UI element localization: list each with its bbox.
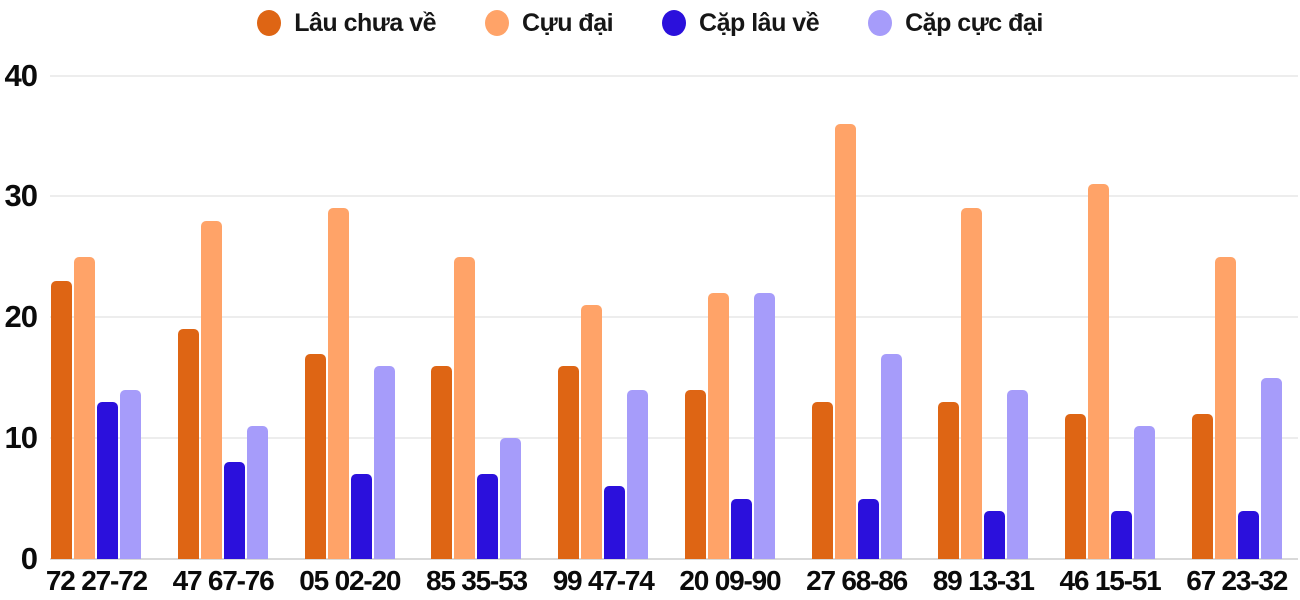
bar-series-2[interactable]: [581, 305, 603, 559]
bar-series-4[interactable]: [500, 438, 522, 559]
legend-marker-icon: [662, 10, 687, 36]
bar-group: [160, 0, 287, 559]
x-axis-label: 72 27-72: [45, 565, 148, 596]
legend-marker-icon: [868, 10, 893, 36]
x-axis-baseline: [50, 558, 1298, 560]
bar-series-2[interactable]: [834, 123, 856, 559]
y-axis-label: 40: [4, 57, 38, 93]
gridline: [50, 195, 1298, 198]
bar-series-1[interactable]: [684, 389, 706, 559]
x-axis-label: 05 02-20: [299, 565, 401, 596]
bar-group: [286, 0, 413, 559]
bar-series-4[interactable]: [1133, 426, 1155, 559]
bar-series-3[interactable]: [984, 510, 1006, 559]
legend-label: Cựu đại: [522, 8, 614, 37]
legend-marker-icon: [485, 10, 510, 36]
bar-series-4[interactable]: [120, 389, 142, 559]
bar-series-1[interactable]: [558, 365, 580, 559]
legend-marker-icon: [257, 10, 282, 36]
y-axis-label: 0: [20, 541, 38, 576]
bar-series-1[interactable]: [1191, 413, 1213, 559]
x-axis-label: 85 35-53: [425, 565, 528, 596]
x-axis-label: 46 15-51: [1059, 565, 1162, 596]
bar-series-3[interactable]: [730, 498, 752, 559]
y-axis-label: 10: [4, 420, 38, 456]
bar-series-1[interactable]: [431, 365, 453, 559]
bar-series-2[interactable]: [961, 208, 983, 559]
plot-area: [33, 0, 1300, 559]
bar-series-3[interactable]: [1110, 510, 1132, 559]
legend-label: Cặp lâu về: [699, 8, 820, 37]
bar-series-3[interactable]: [224, 462, 246, 559]
y-axis-label: 20: [4, 299, 38, 335]
bar-series-3[interactable]: [1237, 510, 1259, 559]
bar-group: [1047, 0, 1174, 559]
x-axis-label: 47 67-76: [172, 565, 275, 596]
x-axis-label: 67 23-32: [1186, 565, 1288, 596]
bar-series-2[interactable]: [74, 256, 96, 559]
legend-label: Lâu chưa về: [294, 8, 437, 37]
legend-item[interactable]: Cặp lâu về: [662, 8, 820, 38]
bar-series-2[interactable]: [1214, 256, 1236, 559]
bar-series-1[interactable]: [938, 401, 960, 559]
bar-series-1[interactable]: [811, 401, 833, 559]
x-axis-label: 99 47-74: [552, 565, 655, 596]
bar-series-2[interactable]: [1087, 184, 1109, 559]
x-axis-label: 89 13-31: [932, 565, 1035, 596]
y-axis-label: 30: [4, 178, 38, 214]
legend-label: Cặp cực đại: [905, 8, 1043, 37]
bar-group: [1173, 0, 1300, 559]
legend: Lâu chưa về Cựu đại Cặp lâu về Cặp cực đại: [0, 7, 1300, 39]
bar-series-4[interactable]: [1007, 389, 1029, 559]
x-axis-label: 27 68-86: [806, 565, 908, 596]
bar-series-2[interactable]: [707, 293, 729, 559]
bar-series-2[interactable]: [201, 220, 223, 559]
bar-series-1[interactable]: [304, 353, 326, 559]
bar-series-4[interactable]: [753, 293, 775, 559]
gridline: [50, 316, 1298, 319]
bar-series-3[interactable]: [350, 474, 372, 559]
x-axis: 72 27-72 47 67-76 05 02-20 85 35-53 99 47-74…: [33, 566, 1300, 596]
bar-series-4[interactable]: [627, 389, 649, 559]
bar-series-1[interactable]: [178, 329, 200, 559]
bar-series-2[interactable]: [454, 256, 476, 559]
bar-series-3[interactable]: [477, 474, 499, 559]
bar-series-3[interactable]: [604, 486, 626, 559]
bar-series-3[interactable]: [857, 498, 879, 559]
x-axis-label: 20 09-90: [679, 565, 781, 596]
bar-series-4[interactable]: [1260, 377, 1282, 559]
bar-series-3[interactable]: [97, 401, 119, 559]
bar-series-4[interactable]: [247, 426, 269, 559]
bar-series-1[interactable]: [51, 281, 73, 559]
bar-group: [920, 0, 1047, 559]
gridline: [50, 437, 1298, 440]
legend-item[interactable]: Cựu đại: [485, 8, 614, 38]
bar-series-4[interactable]: [880, 353, 902, 559]
bar-series-2[interactable]: [327, 208, 349, 559]
bar-series-4[interactable]: [373, 365, 395, 559]
bar-group: [413, 0, 540, 559]
bar-series-1[interactable]: [1064, 413, 1086, 559]
gridline: [50, 74, 1298, 77]
bar-group: [540, 0, 667, 559]
legend-item[interactable]: Lâu chưa về: [257, 8, 437, 38]
bar-group: [33, 0, 160, 559]
bar-group: [793, 0, 920, 559]
bar-group: [667, 0, 794, 559]
legend-item[interactable]: Cặp cực đại: [868, 9, 1043, 38]
